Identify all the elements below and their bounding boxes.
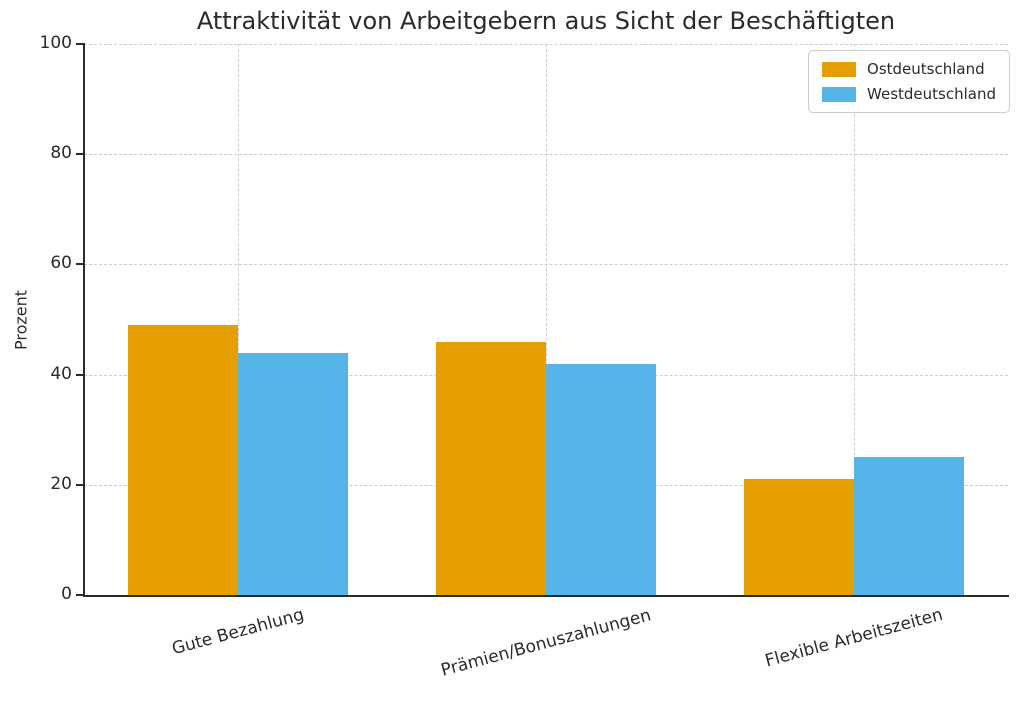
legend-swatch-ostdeutschland [822, 61, 857, 77]
bar-ostdeutschland-2 [744, 479, 854, 595]
legend-label-westdeutschland: Westdeutschland [867, 85, 996, 103]
legend: Ostdeutschland Westdeutschland [808, 50, 1010, 113]
y-tick-label: 100 [39, 33, 72, 53]
legend-item-ostdeutschland: Ostdeutschland [822, 60, 996, 78]
gridline-x-0 [238, 44, 239, 595]
y-tick-label: 0 [61, 584, 72, 604]
y-tick-mark [76, 263, 84, 266]
chart-title: Attraktivität von Arbeitgebern aus Sicht… [196, 7, 896, 35]
bar-westdeutschland-1 [546, 363, 656, 595]
y-tick-label: 60 [50, 253, 72, 274]
y-tick-mark [76, 153, 84, 156]
x-tick-label: Prämien/Bonuszahlungen [438, 604, 654, 681]
y-tick-mark [76, 594, 84, 596]
x-axis-spine [83, 595, 1009, 597]
bar-westdeutschland-0 [238, 352, 348, 595]
gridline-x-2 [854, 44, 855, 595]
legend-item-westdeutschland: Westdeutschland [822, 85, 996, 103]
x-tick-label: Gute Bezahlung [169, 605, 307, 660]
bar-ostdeutschland-0 [128, 325, 238, 595]
y-axis-spine [83, 43, 85, 597]
y-tick-label: 20 [50, 473, 72, 494]
x-tick-label: Flexible Arbeitszeiten [763, 604, 945, 672]
y-axis-label: Prozent [11, 289, 31, 351]
y-tick-mark [76, 483, 84, 486]
legend-label-ostdeutschland: Ostdeutschland [867, 60, 985, 78]
legend-swatch-westdeutschland [822, 86, 857, 102]
y-tick-label: 40 [50, 363, 72, 384]
bar-westdeutschland-2 [854, 457, 964, 595]
y-tick-mark [76, 373, 84, 376]
gridline-x-1 [546, 44, 547, 595]
y-tick-label: 80 [50, 143, 72, 164]
bar-ostdeutschland-1 [436, 341, 546, 595]
y-tick-mark [76, 43, 84, 45]
